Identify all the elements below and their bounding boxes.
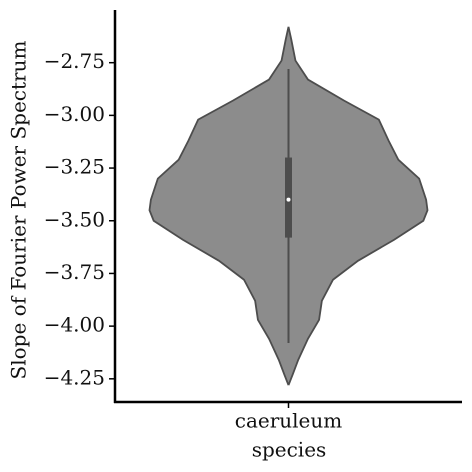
y-tick-label: −3.25: [44, 155, 105, 179]
violin-body: [149, 26, 289, 386]
y-tick-label: −3.75: [44, 260, 105, 284]
median: [286, 197, 291, 202]
box: [285, 157, 292, 238]
violin-body: [288, 26, 428, 386]
y-axis-label: Slope of Fourier Power Spectrum: [7, 41, 31, 380]
x-tick-label: caeruleum: [235, 409, 343, 433]
y-tick-label: −4.00: [44, 313, 105, 337]
y-tick-label: −3.50: [44, 207, 105, 231]
y-tick-label: −3.00: [44, 102, 105, 126]
y-tick-label: −4.25: [44, 365, 105, 389]
y-tick-label: −2.75: [44, 49, 105, 73]
x-axis-label: species: [252, 438, 327, 462]
violin-outline: [287, 26, 429, 386]
violin-outline: [148, 26, 290, 386]
